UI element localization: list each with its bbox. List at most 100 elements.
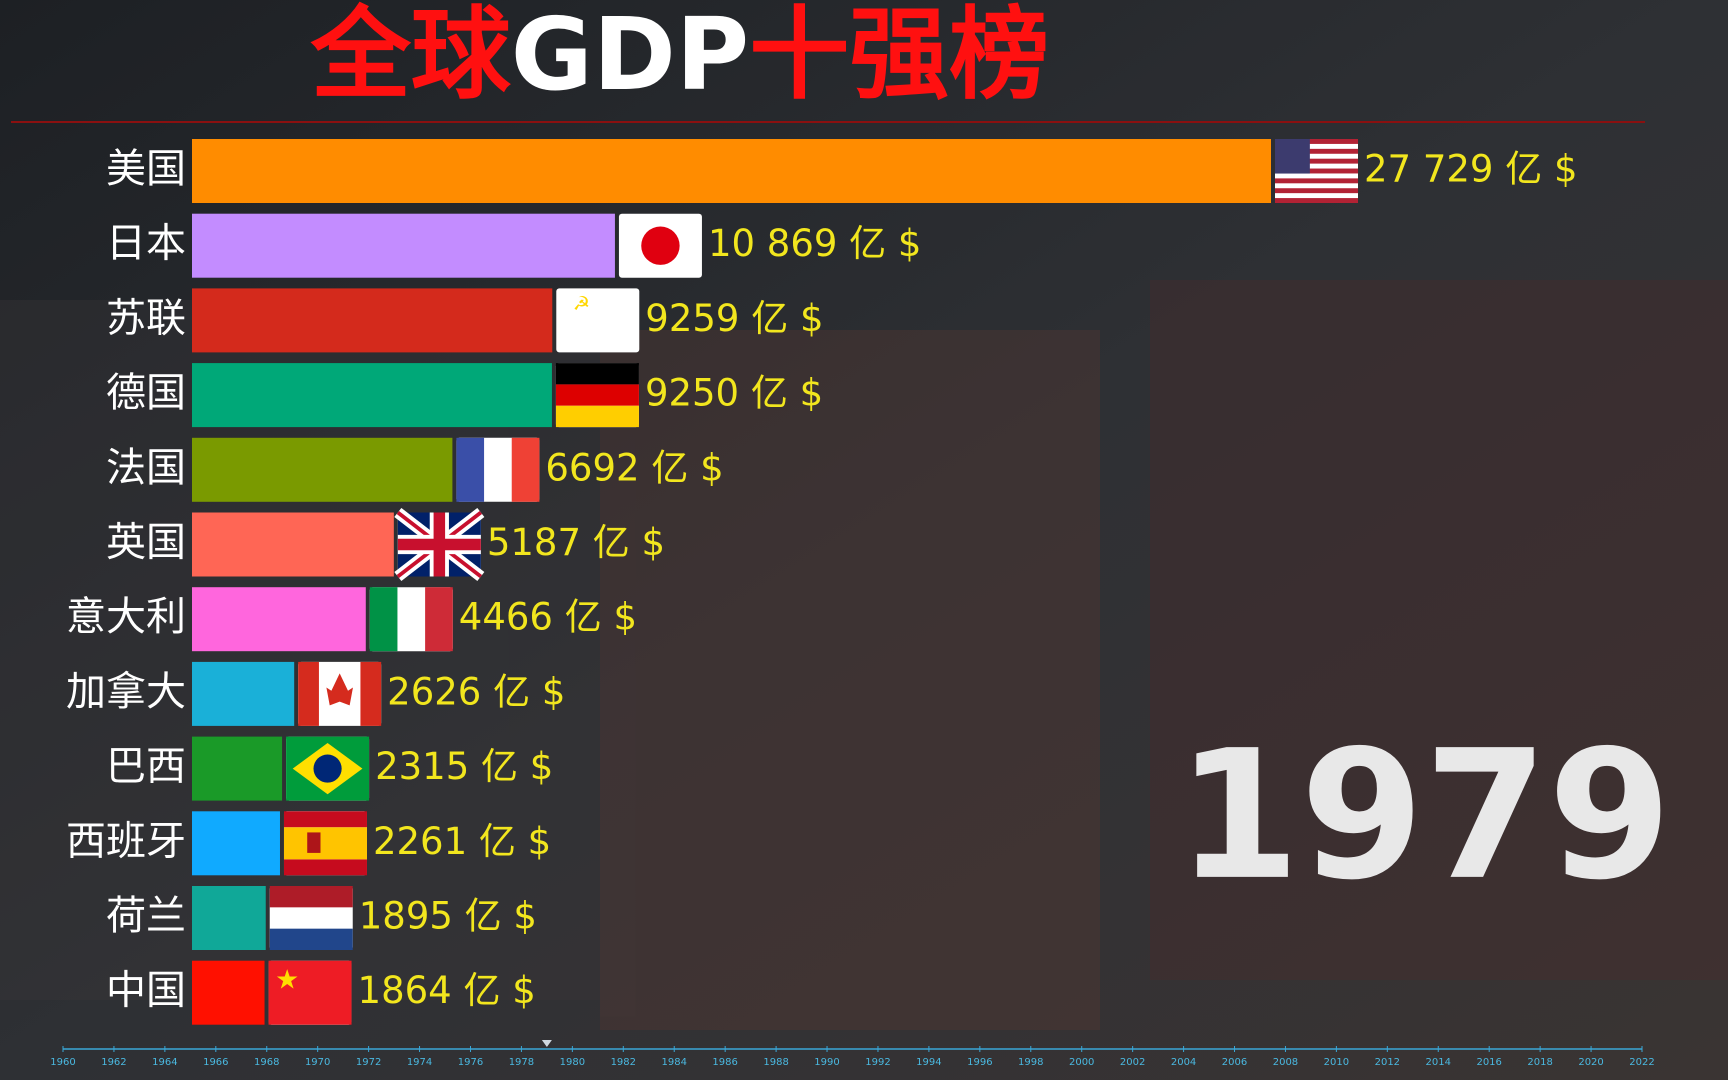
flag-part	[1275, 198, 1358, 203]
timeline-tick-label: 1982	[611, 1057, 636, 1068]
timeline-tick-label: 1992	[865, 1057, 890, 1068]
flag-part	[555, 384, 639, 406]
timeline-tick-label: 2000	[1069, 1057, 1094, 1068]
flag: ☭	[556, 288, 640, 353]
timeline-tick-label: 2022	[1629, 1057, 1654, 1068]
flag-part	[313, 754, 342, 783]
flag	[286, 736, 370, 801]
timeline-tick-label: 1966	[203, 1057, 228, 1068]
flag	[1275, 139, 1358, 203]
timeline-tick-label: 1972	[356, 1057, 381, 1068]
flag-part	[555, 363, 639, 385]
timeline-marker	[541, 1040, 552, 1047]
flag-part	[1275, 139, 1310, 174]
bar	[192, 886, 266, 950]
bar	[192, 437, 453, 502]
category-label: 荷兰	[106, 893, 186, 939]
bar	[192, 288, 553, 353]
flag-part: ☭	[573, 292, 590, 315]
flag-part	[1275, 168, 1358, 174]
value-label: 2261 亿 $	[373, 820, 551, 863]
flag-part	[268, 960, 352, 1025]
flag-part	[1275, 148, 1358, 154]
category-label: 美国	[106, 146, 186, 192]
flag-part	[307, 832, 321, 853]
flag-part	[555, 405, 639, 428]
timeline-tick-label: 1968	[254, 1057, 279, 1068]
timeline-tick-label: 1980	[560, 1057, 585, 1068]
flag-part	[360, 661, 382, 726]
flag: ★	[268, 960, 352, 1025]
bar	[192, 661, 295, 726]
flag-part	[298, 661, 319, 726]
flag-part	[641, 226, 680, 265]
title-part: 全球	[310, 0, 512, 113]
value-label: 6692 亿 $	[545, 446, 723, 489]
value-label: 2315 亿 $	[375, 745, 553, 788]
timeline-tick-label: 1986	[712, 1057, 737, 1068]
bar	[192, 811, 280, 876]
category-label: 中国	[106, 968, 186, 1014]
timeline-tick-label: 1990	[814, 1057, 839, 1068]
value-label: 9250 亿 $	[645, 372, 823, 415]
flag-part	[283, 811, 367, 828]
flag-part	[1275, 188, 1358, 194]
category-label: 巴西	[106, 744, 186, 790]
timeline-tick-label: 2002	[1120, 1057, 1145, 1068]
timeline-tick-label: 1976	[458, 1057, 483, 1068]
title-part: 十强榜	[749, 0, 1049, 113]
timeline-tick-label: 1964	[152, 1057, 177, 1068]
year-label: 1979	[1176, 712, 1671, 919]
flag-part	[283, 859, 367, 876]
value-label: 4466 亿 $	[459, 596, 637, 639]
value-label: 27 729 亿 $	[1364, 148, 1578, 191]
bar	[192, 587, 366, 652]
timeline-tick-label: 2020	[1578, 1057, 1603, 1068]
title-part: GDP	[511, 0, 749, 113]
flag-part: ★	[275, 965, 299, 996]
flag-part	[556, 288, 640, 353]
flag	[618, 213, 702, 278]
timeline-tick-label: 2004	[1171, 1057, 1196, 1068]
chart-title: 全球GDP十强榜	[310, 0, 1049, 113]
timeline-tick-label: 1998	[1018, 1057, 1043, 1068]
value-label: 2626 亿 $	[387, 670, 565, 713]
flag-part	[283, 827, 367, 860]
timeline-tick-label: 1970	[305, 1057, 330, 1068]
flag	[269, 886, 353, 950]
flag-part	[1275, 158, 1358, 164]
value-label: 10 869 亿 $	[708, 222, 922, 265]
timeline-tick-label: 1960	[50, 1057, 75, 1068]
flag	[283, 811, 367, 876]
timeline-tick-label: 2012	[1375, 1057, 1400, 1068]
timeline-tick-label: 2010	[1324, 1057, 1349, 1068]
timeline-tick-label: 1994	[916, 1057, 941, 1068]
flag	[298, 661, 382, 726]
bar	[192, 960, 265, 1025]
timeline-tick-label: 1978	[509, 1057, 534, 1068]
flag	[369, 587, 453, 652]
flag-part	[397, 512, 481, 577]
value-label: 1864 亿 $	[358, 969, 536, 1012]
timeline-tick-label: 1962	[101, 1057, 126, 1068]
flag-part	[269, 886, 353, 908]
bar	[192, 139, 1271, 203]
category-label: 德国	[106, 370, 186, 416]
flag-part	[269, 928, 353, 950]
timeline-tick-label: 1988	[763, 1057, 788, 1068]
category-label: 苏联	[106, 295, 186, 341]
category-label: 法国	[106, 445, 186, 491]
timeline-tick-label: 2006	[1222, 1057, 1247, 1068]
value-label: 9259 亿 $	[645, 297, 823, 340]
timeline-tick-label: 1984	[661, 1057, 686, 1068]
bar	[192, 736, 283, 801]
timeline-tick-label: 1996	[967, 1057, 992, 1068]
flag-part	[1275, 139, 1358, 144]
flag-part	[1275, 178, 1358, 184]
timeline-tick-label: 2014	[1426, 1057, 1451, 1068]
value-label: 1895 亿 $	[359, 895, 537, 938]
category-label: 英国	[106, 520, 186, 566]
flag-part	[456, 437, 485, 502]
timeline-tick-label: 2018	[1527, 1057, 1552, 1068]
